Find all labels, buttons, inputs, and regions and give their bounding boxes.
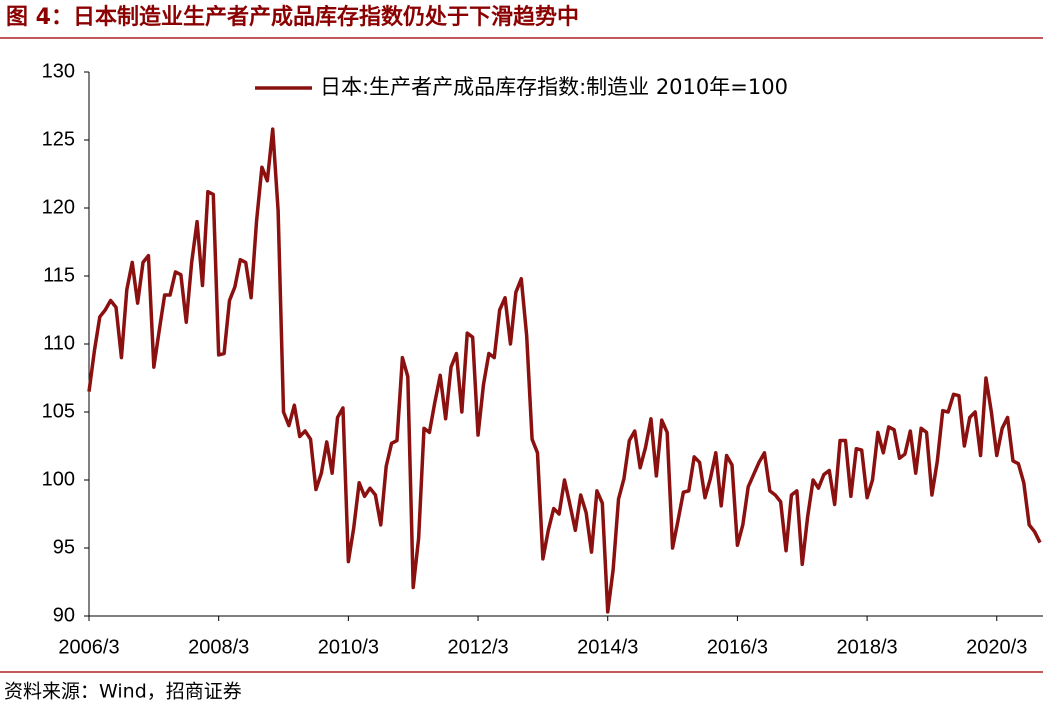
y-tick-label: 125 xyxy=(42,128,75,150)
data-line xyxy=(87,127,1042,614)
y-tick-label: 120 xyxy=(42,196,75,218)
y-tick-label: 95 xyxy=(53,536,75,558)
y-tick-label: 130 xyxy=(42,60,75,82)
y-tick-label: 115 xyxy=(43,264,75,286)
x-tick-label: 2016/3 xyxy=(707,636,768,658)
x-tick-label: 2008/3 xyxy=(188,636,249,658)
x-tick-label: 2018/3 xyxy=(837,636,898,658)
x-tick-label: 2012/3 xyxy=(447,636,508,658)
chart-title: 图 4：日本制造业生产者产成品库存指数仍处于下滑趋势中 xyxy=(6,4,579,30)
y-tick-label: 90 xyxy=(53,604,75,626)
x-tick-label: 2014/3 xyxy=(577,636,638,658)
y-tick-label: 105 xyxy=(42,400,75,422)
source: 资料来源：Wind，招商证券 xyxy=(4,681,242,703)
legend-label: 日本:生产者产成品库存指数:制造业 2010年=100 xyxy=(320,75,788,99)
x-tick-label: 2020/3 xyxy=(966,636,1027,658)
x-tick-label: 2006/3 xyxy=(58,636,119,658)
y-tick-label: 100 xyxy=(42,468,75,490)
x-tick-label: 2010/3 xyxy=(318,636,379,658)
y-tick-label: 110 xyxy=(43,332,75,354)
